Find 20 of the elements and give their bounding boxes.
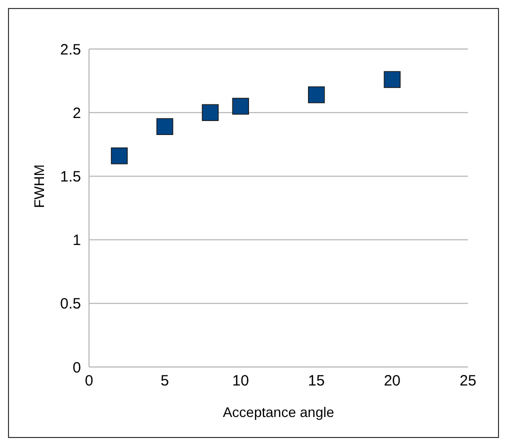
- x-tick-label: 20: [384, 372, 401, 390]
- x-tick-label: 5: [160, 372, 169, 390]
- x-tick-label: 25: [460, 372, 476, 390]
- point: [232, 98, 249, 115]
- point: [384, 71, 401, 88]
- point: [308, 86, 325, 104]
- y-tick-label: 0.5: [60, 296, 81, 313]
- point: [156, 118, 174, 135]
- y-axis-title: FWHM: [30, 164, 47, 208]
- point: [110, 147, 128, 164]
- x-tick-label: 10: [232, 372, 249, 390]
- y-tick-label: 2.5: [60, 41, 81, 58]
- x-axis-title: Acceptance angle: [222, 404, 334, 420]
- x-tick-label: 0: [84, 372, 94, 390]
- y-tick-label: 0: [72, 359, 81, 376]
- x-tick-label: 15: [308, 372, 325, 390]
- y-tick-label: 2: [72, 104, 81, 122]
- y-tick-label: 1: [72, 232, 81, 250]
- point: [202, 104, 219, 121]
- y-tick-label: 1.5: [60, 168, 81, 186]
